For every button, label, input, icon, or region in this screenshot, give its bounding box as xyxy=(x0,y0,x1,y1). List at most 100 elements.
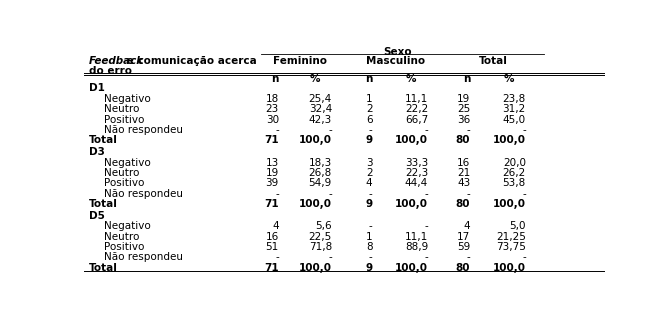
Text: -: - xyxy=(369,189,372,199)
Text: D5: D5 xyxy=(89,211,105,221)
Text: 21: 21 xyxy=(457,168,470,178)
Text: 18,3: 18,3 xyxy=(309,158,332,167)
Text: n: n xyxy=(365,74,372,84)
Text: 2: 2 xyxy=(366,168,372,178)
Text: 80: 80 xyxy=(456,199,470,209)
Text: 42,3: 42,3 xyxy=(309,114,332,125)
Text: 4: 4 xyxy=(272,221,279,231)
Text: Sexo: Sexo xyxy=(383,47,411,57)
Text: 100,0: 100,0 xyxy=(493,135,526,145)
Text: Positivo: Positivo xyxy=(103,178,144,188)
Text: Total: Total xyxy=(89,263,118,273)
Text: D3: D3 xyxy=(89,147,105,157)
Text: 19: 19 xyxy=(457,94,470,104)
Text: 2: 2 xyxy=(366,104,372,114)
Text: Negativo: Negativo xyxy=(103,158,150,167)
Text: 36: 36 xyxy=(457,114,470,125)
Text: Neutro: Neutro xyxy=(103,232,139,241)
Text: 100,0: 100,0 xyxy=(395,135,428,145)
Text: 9: 9 xyxy=(366,263,372,273)
Text: Positivo: Positivo xyxy=(103,242,144,252)
Text: -: - xyxy=(328,252,332,262)
Text: -: - xyxy=(424,221,428,231)
Text: -: - xyxy=(369,252,372,262)
Text: 43: 43 xyxy=(457,178,470,188)
Text: 31,2: 31,2 xyxy=(503,104,526,114)
Text: 44,4: 44,4 xyxy=(405,178,428,188)
Text: n: n xyxy=(272,74,279,84)
Text: 22,3: 22,3 xyxy=(405,168,428,178)
Text: 1: 1 xyxy=(366,94,372,104)
Text: 30: 30 xyxy=(266,114,279,125)
Text: 17: 17 xyxy=(457,232,470,241)
Text: 100,0: 100,0 xyxy=(493,263,526,273)
Text: 8: 8 xyxy=(366,242,372,252)
Text: -: - xyxy=(424,189,428,199)
Text: 80: 80 xyxy=(456,135,470,145)
Text: Total: Total xyxy=(89,135,118,145)
Text: Total: Total xyxy=(89,199,118,209)
Text: 18: 18 xyxy=(266,94,279,104)
Text: 5,6: 5,6 xyxy=(315,221,332,231)
Text: -: - xyxy=(328,189,332,199)
Text: %: % xyxy=(309,74,320,84)
Text: 5,0: 5,0 xyxy=(509,221,526,231)
Text: 71,8: 71,8 xyxy=(309,242,332,252)
Text: -: - xyxy=(466,189,470,199)
Text: 11,1: 11,1 xyxy=(405,94,428,104)
Text: 54,9: 54,9 xyxy=(309,178,332,188)
Text: 39: 39 xyxy=(266,178,279,188)
Text: e comunicação acerca: e comunicação acerca xyxy=(123,56,257,66)
Text: Não respondeu: Não respondeu xyxy=(103,125,183,135)
Text: 4: 4 xyxy=(366,178,372,188)
Text: D1: D1 xyxy=(89,83,105,93)
Text: 100,0: 100,0 xyxy=(395,199,428,209)
Text: 59: 59 xyxy=(457,242,470,252)
Text: -: - xyxy=(466,125,470,135)
Text: 26,8: 26,8 xyxy=(309,168,332,178)
Text: Negativo: Negativo xyxy=(103,94,150,104)
Text: -: - xyxy=(424,252,428,262)
Text: -: - xyxy=(522,189,526,199)
Text: 23: 23 xyxy=(266,104,279,114)
Text: Feminino: Feminino xyxy=(273,56,327,66)
Text: n: n xyxy=(463,74,470,84)
Text: %: % xyxy=(406,74,416,84)
Text: 32,4: 32,4 xyxy=(309,104,332,114)
Text: Não respondeu: Não respondeu xyxy=(103,189,183,199)
Text: -: - xyxy=(275,125,279,135)
Text: 6: 6 xyxy=(366,114,372,125)
Text: 25,4: 25,4 xyxy=(309,94,332,104)
Text: 51: 51 xyxy=(266,242,279,252)
Text: Masculino: Masculino xyxy=(366,56,425,66)
Text: -: - xyxy=(275,252,279,262)
Text: Neutro: Neutro xyxy=(103,104,139,114)
Text: 9: 9 xyxy=(366,135,372,145)
Text: -: - xyxy=(275,189,279,199)
Text: 33,3: 33,3 xyxy=(405,158,428,167)
Text: %: % xyxy=(503,74,514,84)
Text: 71: 71 xyxy=(264,135,279,145)
Text: 3: 3 xyxy=(366,158,372,167)
Text: do erro: do erro xyxy=(89,66,132,76)
Text: Negativo: Negativo xyxy=(103,221,150,231)
Text: 22,5: 22,5 xyxy=(309,232,332,241)
Text: 100,0: 100,0 xyxy=(299,263,332,273)
Text: Positivo: Positivo xyxy=(103,114,144,125)
Text: 23,8: 23,8 xyxy=(503,94,526,104)
Text: 100,0: 100,0 xyxy=(299,135,332,145)
Text: 80: 80 xyxy=(456,263,470,273)
Text: -: - xyxy=(369,125,372,135)
Text: 26,2: 26,2 xyxy=(503,168,526,178)
Text: 16: 16 xyxy=(457,158,470,167)
Text: Não respondeu: Não respondeu xyxy=(103,252,183,262)
Text: -: - xyxy=(424,125,428,135)
Text: -: - xyxy=(369,221,372,231)
Text: -: - xyxy=(522,125,526,135)
Text: 20,0: 20,0 xyxy=(503,158,526,167)
Text: 100,0: 100,0 xyxy=(395,263,428,273)
Text: 21,25: 21,25 xyxy=(496,232,526,241)
Text: 1: 1 xyxy=(366,232,372,241)
Text: Feedback: Feedback xyxy=(89,56,144,66)
Text: 73,75: 73,75 xyxy=(496,242,526,252)
